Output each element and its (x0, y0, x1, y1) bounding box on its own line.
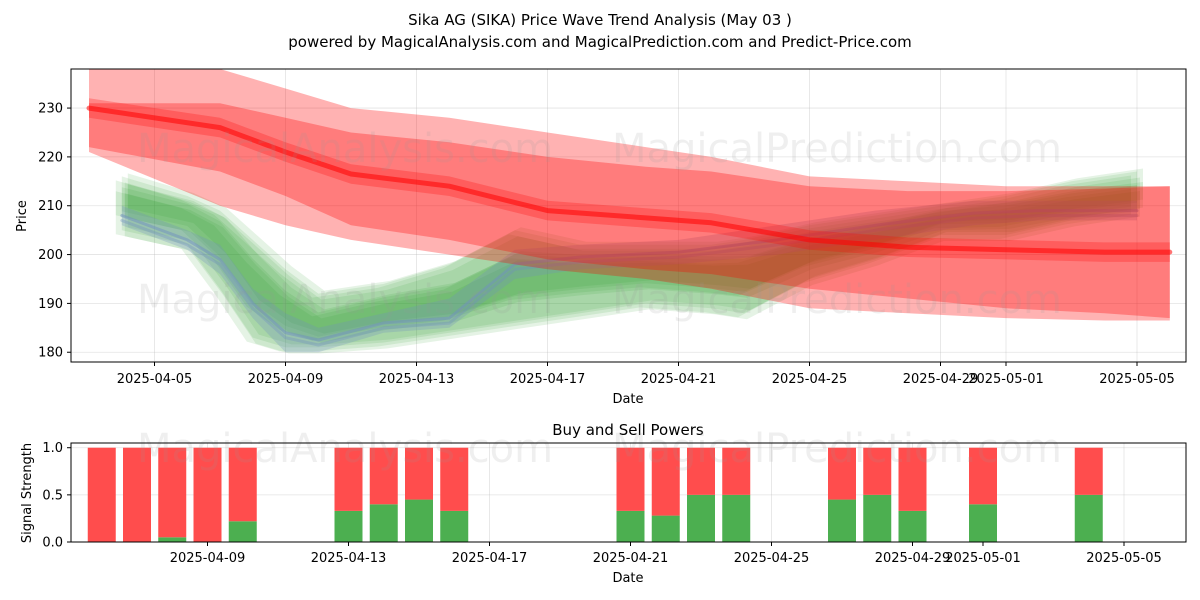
price-xlabel: Date (612, 392, 643, 407)
sell-bar (722, 447, 751, 495)
price-ytick-label: 200 (38, 248, 63, 263)
price-ytick-label: 230 (38, 102, 63, 117)
sell-bar (405, 447, 433, 500)
buy-bar (158, 537, 187, 542)
signal-xtick-label: 2025-05-05 (1086, 551, 1162, 566)
signal-axes-frame (70, 442, 1187, 543)
red-forecast-line (86, 105, 1173, 255)
blue-wave-line (120, 214, 1139, 347)
price-ticks: 180 190 200 210 220 230 2025-04-05 2025-04-09 20… (38, 102, 1175, 387)
green-wave-band (127, 168, 1144, 345)
buy-bar (369, 504, 398, 542)
blue-wave-band (121, 200, 1138, 353)
signal-xtick-label: 2025-04-17 (452, 551, 528, 566)
green-wave-band (124, 177, 1141, 354)
buy-bar (651, 515, 680, 542)
buy-bar (1074, 494, 1103, 542)
buy-bar (405, 499, 433, 542)
signal-ticks: 0.0 0.5 1.0 2025-04-09 2025-04-13 2025-04-17 2… (42, 441, 1161, 566)
sell-bar (193, 447, 222, 542)
watermark: MagicalAnalysis.com (137, 277, 553, 323)
price-xtick-label: 2025-04-17 (510, 372, 586, 387)
green-wave-band (115, 175, 1132, 352)
watermark: MagicalPrediction.com (612, 426, 1062, 472)
sell-bar (440, 447, 469, 511)
price-watermarks: MagicalAnalysis.com MagicalPrediction.co… (137, 126, 1062, 323)
signal-title: Buy and Sell Powers (552, 421, 704, 439)
red-forecast-core-band (89, 98, 1170, 262)
signal-xtick-label: 2025-04-13 (311, 551, 387, 566)
buy-bar (616, 510, 645, 542)
price-ytick-label: 190 (38, 297, 63, 312)
price-ytick-label: 180 (38, 346, 63, 361)
red-forecast-inner-band (89, 103, 1170, 319)
price-ylabel: Price (15, 200, 30, 232)
price-ytick-label: 210 (38, 199, 63, 214)
sell-bar (828, 447, 856, 500)
watermark: MagicalPrediction.com (612, 277, 1062, 323)
sell-bar (369, 447, 398, 505)
price-xtick-label: 2025-04-05 (117, 372, 193, 387)
sell-bar (687, 447, 715, 495)
blue-wave-line (120, 209, 1139, 342)
signal-xtick-label: 2025-05-01 (945, 551, 1021, 566)
chart-subtitle: powered by MagicalAnalysis.com and Magic… (288, 33, 912, 51)
sell-bar (123, 447, 151, 542)
signal-bars (87, 447, 1103, 542)
buy-bar (440, 510, 469, 542)
price-bands (86, 69, 1173, 354)
price-ytick-label: 220 (38, 150, 63, 165)
green-wave-core (127, 182, 1144, 334)
buy-bar (828, 499, 856, 542)
sell-bar (158, 447, 187, 538)
signal-xlabel: Date (612, 571, 643, 586)
price-grid (71, 69, 1186, 362)
signal-xtick-label: 2025-04-09 (170, 551, 246, 566)
sell-bar (87, 447, 116, 542)
watermark: MagicalAnalysis.com (137, 126, 553, 172)
sell-bar (969, 447, 997, 505)
signal-xtick-label: 2025-04-29 (875, 551, 951, 566)
buy-bar (863, 494, 892, 542)
buy-bar (898, 510, 927, 542)
buy-bar (334, 510, 363, 542)
sell-bar (616, 447, 645, 511)
signal-ylabel: Signal Strength (20, 443, 35, 543)
chart-title: Sika AG (SIKA) Price Wave Trend Analysis… (408, 11, 792, 29)
price-xtick-label: 2025-04-21 (641, 372, 717, 387)
price-xtick-label: 2025-04-09 (248, 372, 324, 387)
price-xtick-label: 2025-05-01 (968, 372, 1044, 387)
signal-ytick-label: 1.0 (42, 441, 63, 456)
price-xtick-label: 2025-04-13 (379, 372, 455, 387)
signal-ytick-label: 0.5 (42, 488, 63, 503)
sell-bar (651, 447, 680, 516)
buy-bar (969, 504, 997, 542)
buy-bar (722, 494, 751, 542)
watermark: MagicalAnalysis.com (137, 426, 553, 472)
sell-bar (228, 447, 257, 522)
watermark: MagicalPrediction.com (612, 126, 1062, 172)
green-wave-band (121, 171, 1138, 348)
price-xtick-label: 2025-05-05 (1099, 372, 1175, 387)
red-forecast-outer-band (89, 69, 1170, 321)
sell-bar (898, 447, 927, 511)
sell-bar (1074, 447, 1103, 495)
buy-bar (687, 494, 715, 542)
buy-bar (228, 521, 257, 542)
signal-watermarks: MagicalAnalysis.com MagicalPrediction.co… (137, 426, 1062, 472)
sell-bar (863, 447, 892, 495)
signal-xtick-label: 2025-04-21 (593, 551, 669, 566)
signal-ytick-label: 0.0 (42, 536, 63, 551)
price-axes-frame (70, 68, 1187, 363)
sell-bar (334, 447, 363, 511)
green-wave-core (124, 191, 1141, 343)
signal-xtick-label: 2025-04-25 (734, 551, 810, 566)
green-wave-core (115, 189, 1132, 341)
price-xtick-label: 2025-04-29 (903, 372, 979, 387)
green-wave-core (121, 185, 1138, 337)
price-xtick-label: 2025-04-25 (772, 372, 848, 387)
